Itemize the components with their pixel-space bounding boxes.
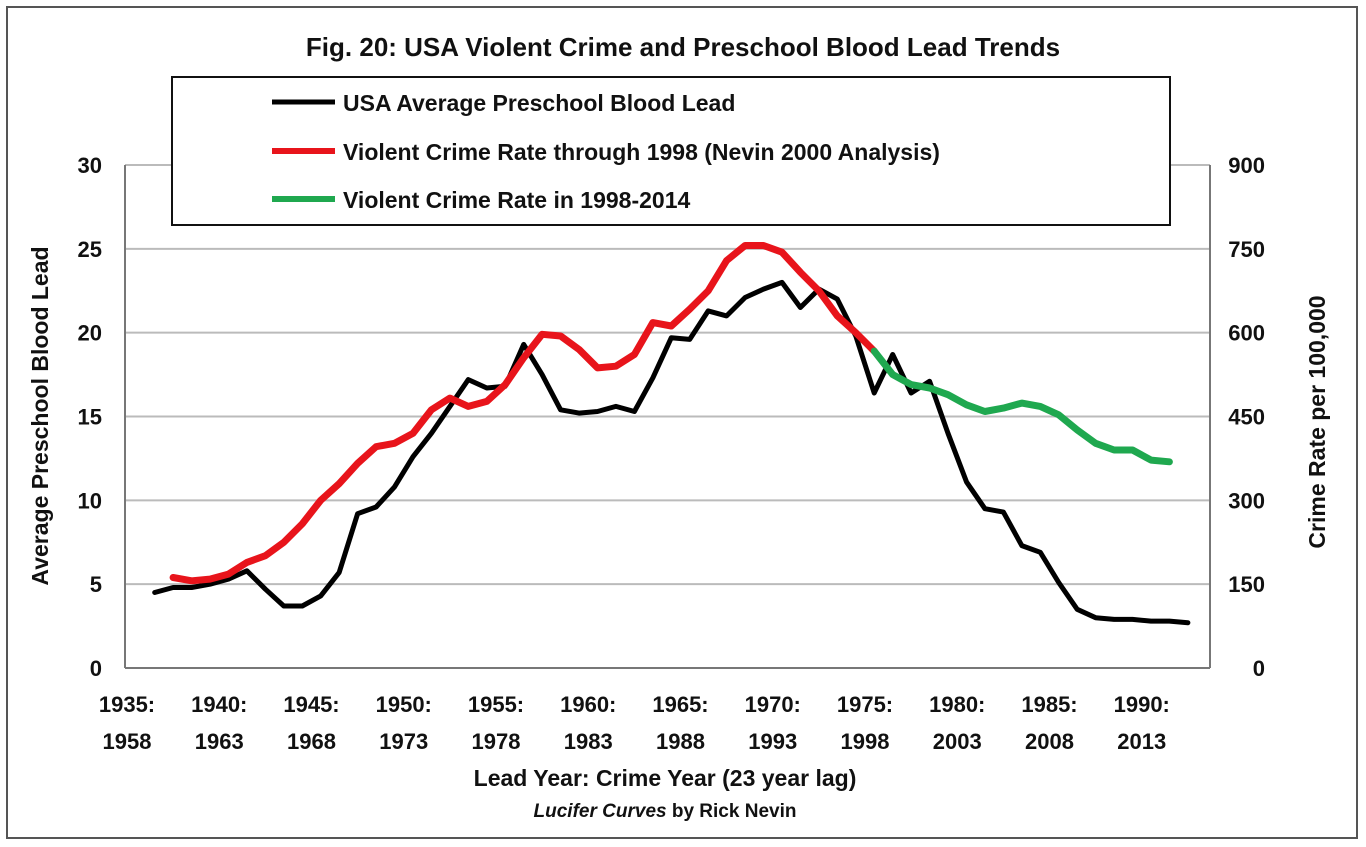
- x-tick-label-crime-year: 1963: [195, 729, 244, 754]
- y-tick-right-label: 600: [1228, 321, 1265, 346]
- y-tick-right-label: 750: [1228, 237, 1265, 262]
- legend: USA Average Preschool Blood Lead Violent…: [171, 76, 1171, 226]
- series-lines: [152, 242, 1191, 626]
- legend-label-crime-2014: Violent Crime Rate in 1998-2014: [343, 187, 690, 213]
- axes: 05101520253001503004506007509001935:1958…: [78, 153, 1265, 754]
- x-tick-label-lead-year: 1980:: [929, 692, 985, 717]
- chart-title: Fig. 20: USA Violent Crime and Preschool…: [306, 32, 1060, 62]
- x-tick-label-lead-year: 1940:: [191, 692, 247, 717]
- x-tick-label-crime-year: 1968: [287, 729, 336, 754]
- legend-label-lead: USA Average Preschool Blood Lead: [343, 90, 735, 116]
- x-tick-label-lead-year: 1985:: [1021, 692, 1077, 717]
- x-tick-label-lead-year: 1975:: [837, 692, 893, 717]
- series-line-lead: [152, 279, 1191, 626]
- y-tick-left-label: 5: [90, 572, 102, 597]
- x-tick-label-crime-year: 2013: [1117, 729, 1166, 754]
- x-tick-label-lead-year: 1935:: [99, 692, 155, 717]
- caption-italic: Lucifer Curves: [534, 801, 667, 822]
- series-line-crime-2014: [870, 347, 1173, 466]
- x-tick-label-crime-year: 1993: [748, 729, 797, 754]
- x-tick-label-lead-year: 1945:: [283, 692, 339, 717]
- x-tick-label-crime-year: 1998: [841, 729, 890, 754]
- x-tick-label-lead-year: 1960:: [560, 692, 616, 717]
- y-tick-right-label: 450: [1228, 405, 1265, 430]
- x-tick-label-lead-year: 1965:: [652, 692, 708, 717]
- x-axis-title: Lead Year: Crime Year (23 year lag): [474, 765, 857, 791]
- x-tick-label-lead-year: 1990:: [1114, 692, 1170, 717]
- x-tick-label-crime-year: 1978: [472, 729, 521, 754]
- y-tick-left-label: 25: [78, 237, 102, 262]
- y-tick-right-label: 0: [1253, 656, 1265, 681]
- y-tick-left-label: 0: [90, 656, 102, 681]
- x-tick-label-lead-year: 1950:: [376, 692, 432, 717]
- gridlines: [125, 164, 1210, 586]
- x-tick-label-crime-year: 2008: [1025, 729, 1074, 754]
- legend-box: [171, 76, 1171, 226]
- y-tick-right-label: 900: [1228, 153, 1265, 178]
- caption: Lucifer Curves by Rick Nevin: [534, 801, 797, 822]
- y-tick-right-label: 150: [1228, 572, 1265, 597]
- x-tick-label-crime-year: 1973: [379, 729, 428, 754]
- x-tick-label-crime-year: 1988: [656, 729, 705, 754]
- x-tick-label-crime-year: 2003: [933, 729, 982, 754]
- x-tick-label-crime-year: 1958: [103, 729, 152, 754]
- caption-rest: by Rick Nevin: [667, 801, 797, 822]
- y-tick-left-label: 30: [78, 153, 102, 178]
- image-frame: [6, 6, 1358, 839]
- x-tick-label-lead-year: 1970:: [745, 692, 801, 717]
- y-tick-right-label: 300: [1228, 488, 1265, 513]
- series-line-crime-1998: [169, 242, 878, 585]
- x-tick-label-crime-year: 1983: [564, 729, 613, 754]
- y-axis-left-title: Average Preschool Blood Lead: [27, 246, 53, 585]
- y-tick-left-label: 15: [78, 405, 102, 430]
- x-tick-label-lead-year: 1955:: [468, 692, 524, 717]
- y-tick-left-label: 20: [78, 321, 102, 346]
- y-axis-right-title: Crime Rate per 100,000: [1304, 295, 1330, 548]
- legend-label-crime-1998: Violent Crime Rate through 1998 (Nevin 2…: [343, 139, 940, 165]
- y-tick-left-label: 10: [78, 488, 102, 513]
